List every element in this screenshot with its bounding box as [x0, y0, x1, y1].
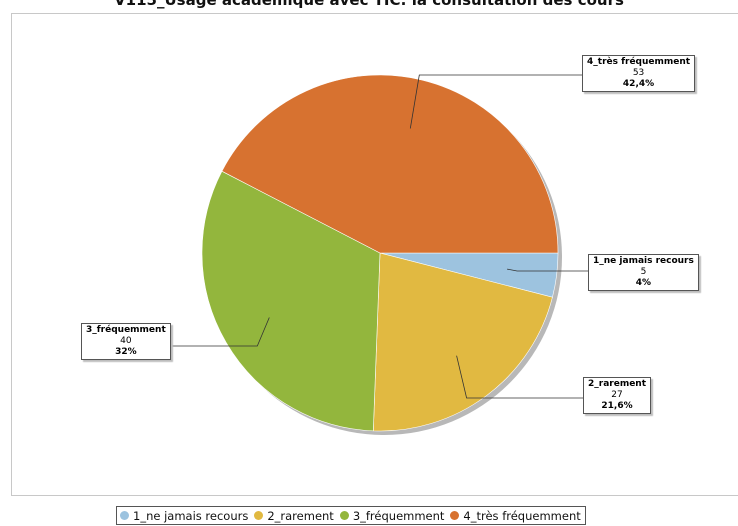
legend-label: 1_ne jamais recours	[133, 508, 249, 523]
data-label-percent: 42,4%	[622, 79, 655, 89]
legend-marker	[450, 511, 460, 520]
data-label-3: 3_fréquemment 40 32%	[81, 323, 171, 360]
legend-item-2: 2_rarement	[254, 508, 334, 523]
data-label-percent: 4%	[635, 278, 652, 288]
data-label-count: 53	[632, 68, 645, 78]
data-label-4: 4_très fréquemment 53 42,4%	[582, 55, 696, 92]
legend-marker	[120, 511, 129, 520]
leader-line-3	[147, 317, 270, 347]
data-label-category: 2_rarement	[588, 379, 647, 389]
data-label-percent: 32%	[115, 347, 137, 357]
data-label-category: 3_fréquemment	[86, 325, 166, 335]
data-label-percent: 21,6%	[601, 401, 633, 411]
legend-item-4: 4_très fréquemment	[450, 508, 581, 523]
legend-label: 2_rarement	[267, 508, 334, 523]
data-label-count: 5	[640, 267, 647, 277]
data-label-count: 27	[611, 390, 623, 400]
legend: 1_ne jamais recours 2_rarement 3_fréquemme…	[116, 506, 586, 525]
chart-title: V115_Usage académique avec TIC: la consu…	[114, 0, 624, 9]
legend-marker	[339, 511, 349, 520]
legend-label: 3_fréquemment	[352, 508, 445, 523]
data-label-1: 1_ne jamais recours 5 4%	[588, 254, 699, 291]
pie-slice-4	[221, 74, 559, 254]
data-label-category: 4_très fréquemment	[587, 57, 691, 67]
leader-line-2	[456, 355, 585, 399]
legend-item-1: 1_ne jamais recours	[120, 509, 248, 523]
legend-item-3: 3_fréquemment	[339, 508, 445, 523]
leader-line-4	[409, 74, 584, 129]
data-label-category: 1_ne jamais recours	[593, 256, 694, 266]
data-label-count: 40	[120, 336, 132, 346]
legend-label: 4_très fréquemment	[463, 508, 581, 523]
leader-line-1	[507, 268, 590, 272]
pie-slice-2	[372, 252, 553, 432]
data-label-2: 2_rarement 27 21,6%	[583, 377, 652, 414]
legend-marker	[254, 511, 264, 520]
pie-slice-3	[201, 170, 381, 432]
